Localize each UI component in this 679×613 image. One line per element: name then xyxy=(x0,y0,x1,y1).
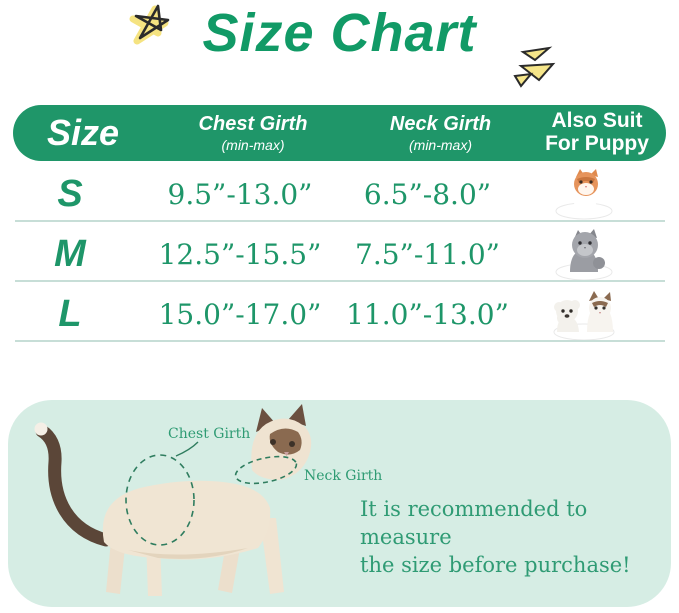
measurement-panel: Chest Girth Neck Girth It is recommended… xyxy=(8,400,671,607)
header-also-suit-for-puppy: Also Suit For Puppy xyxy=(545,109,649,155)
chest-girth-ellipse xyxy=(125,454,195,546)
neck-girth-label: Neck Girth xyxy=(304,468,383,484)
table-row-size-l: L 15.0”-17.0” 11.0”-13.0” xyxy=(0,285,679,343)
chest-girth-value: 12.5”-15.5” xyxy=(158,237,322,271)
table-header-row: Size Chest Girth (min-max) Neck Girth (m… xyxy=(13,105,666,161)
header-size: Size xyxy=(46,112,120,153)
table-row-size-m: M 12.5”-15.5” 7.5”-11.0” xyxy=(0,225,679,283)
neck-girth-value: 11.0”-13.0” xyxy=(346,297,509,331)
neck-girth-value: 7.5”-11.0” xyxy=(355,237,500,271)
table-row-size-s: S 9.5”-13.0” 6.5”-8.0” xyxy=(0,165,679,223)
white-puppy-and-cat-icon xyxy=(553,291,615,341)
size-label: M xyxy=(54,232,86,275)
chest-girth-value: 15.0”-17.0” xyxy=(158,297,322,331)
cat-measurement-illustration xyxy=(34,404,312,596)
row-divider xyxy=(15,280,665,282)
cat-body xyxy=(102,480,271,560)
row-divider xyxy=(15,340,665,342)
measurement-note: It is recommended to measure the size be… xyxy=(360,497,631,577)
sparkle-triangles-icon xyxy=(513,46,556,88)
gray-cat-icon xyxy=(555,229,613,281)
neck-girth-ellipse xyxy=(234,455,298,485)
chest-girth-value: 9.5”-13.0” xyxy=(167,177,313,211)
size-label: S xyxy=(57,172,83,215)
size-label: L xyxy=(58,292,82,335)
title-section: Size Chart xyxy=(0,0,679,95)
star-doodle-icon xyxy=(129,4,170,45)
page-title: Size Chart xyxy=(202,3,477,63)
cat-tail xyxy=(35,424,113,547)
header-chest-girth: Chest Girth (min-max) xyxy=(198,112,308,153)
neck-girth-value: 6.5”-8.0” xyxy=(363,177,492,211)
header-neck-girth: Neck Girth (min-max) xyxy=(389,112,492,153)
orange-white-kitten-icon xyxy=(555,169,613,220)
row-divider xyxy=(15,220,665,222)
chest-girth-label: Chest Girth xyxy=(168,426,251,442)
